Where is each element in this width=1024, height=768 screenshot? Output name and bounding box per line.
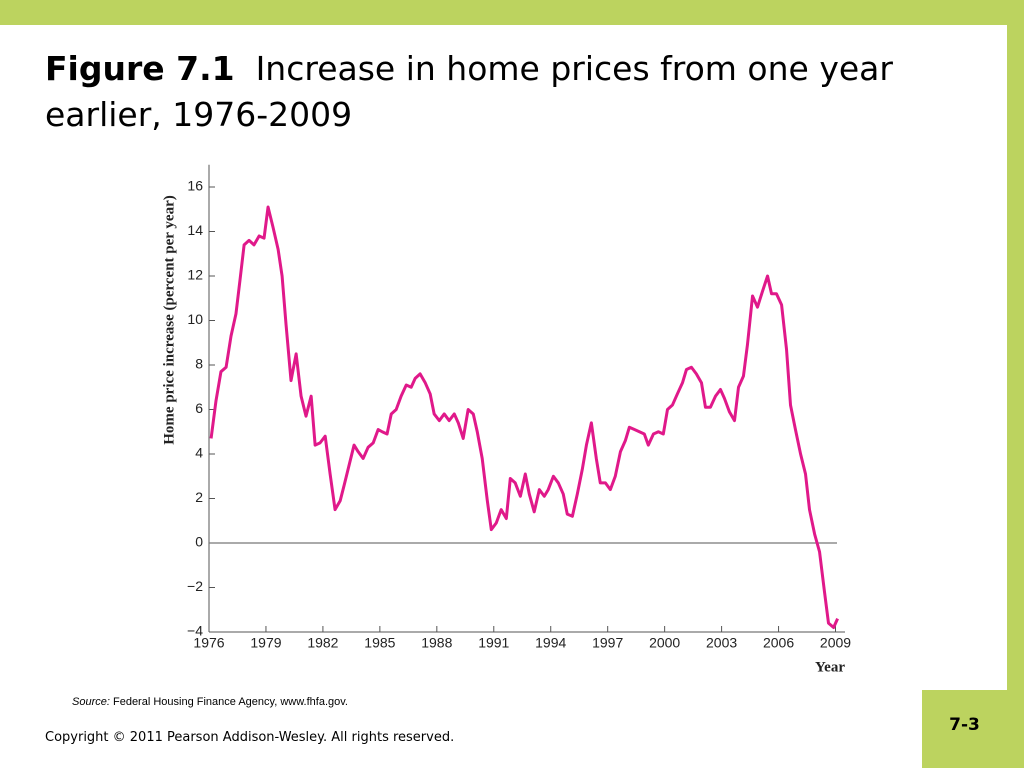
x-tick-label: 2000 xyxy=(649,635,680,651)
y-tick-label: −4 xyxy=(187,623,203,639)
y-tick-label: 14 xyxy=(187,222,203,238)
x-tick-label: 1991 xyxy=(478,635,509,651)
source-text: Federal Housing Finance Agency, www.fhfa… xyxy=(112,696,348,708)
price-line xyxy=(209,205,839,630)
source-label: Source: xyxy=(72,696,110,708)
x-tick-label: 1979 xyxy=(250,635,281,651)
x-tick-label: 1997 xyxy=(592,635,623,651)
x-tick-label: 2003 xyxy=(706,635,737,651)
x-tick-label: 2009 xyxy=(820,635,851,651)
x-tick-label: 1994 xyxy=(535,635,566,651)
y-tick-label: −2 xyxy=(187,578,203,594)
y-tick-label: 0 xyxy=(195,534,203,550)
title-text: Increase in home prices from one year ea… xyxy=(45,49,893,134)
x-tick-label: 1985 xyxy=(364,635,395,651)
y-tick-label: 12 xyxy=(187,267,203,283)
x-tick-label: 1982 xyxy=(307,635,338,651)
y-axis-label: Home price increase (percent per year) xyxy=(161,195,177,445)
x-tick-label: 2006 xyxy=(763,635,794,651)
y-tick-label: 2 xyxy=(195,489,203,505)
figure-number: Figure 7.1 xyxy=(45,49,235,88)
y-tick-label: 6 xyxy=(195,400,203,416)
y-tick-label: 16 xyxy=(187,178,203,194)
top-band xyxy=(0,0,1024,25)
y-tick-label: 8 xyxy=(195,356,203,372)
page-number: 7-3 xyxy=(922,690,1007,768)
slide-title: Figure 7.1 Increase in home prices from … xyxy=(45,46,925,138)
y-tick-label: 10 xyxy=(187,311,203,327)
x-axis-label: Year xyxy=(815,659,845,675)
x-tick-label: 1976 xyxy=(193,635,224,651)
x-tick-label: 1988 xyxy=(421,635,452,651)
y-tick-label: 4 xyxy=(195,445,203,461)
source-note: Source: Federal Housing Finance Agency, … xyxy=(72,696,348,708)
copyright: Copyright © 2011 Pearson Addison-Wesley.… xyxy=(45,730,455,745)
right-band xyxy=(1007,0,1024,768)
